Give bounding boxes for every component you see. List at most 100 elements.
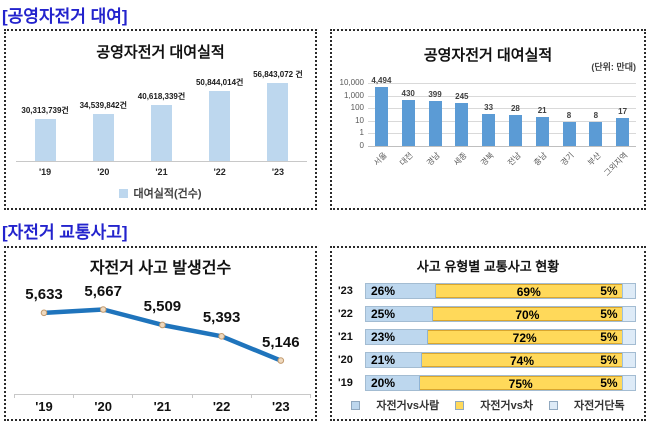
x-axis-tick bbox=[132, 394, 134, 398]
gridline bbox=[368, 83, 636, 84]
rental-trend-plot: 30,313,739건 34,539,842건 40,618,339건 50,844,… bbox=[16, 69, 307, 162]
x-axis-label: '23 bbox=[271, 167, 284, 177]
y-axis-label: 10 bbox=[355, 115, 364, 125]
accident-trend-plot: 5,633 5,667 5,509 5,393 5,146 bbox=[14, 278, 310, 390]
segment-value-label: 70% bbox=[515, 307, 540, 322]
bar-value-label: 56,843,072 건 bbox=[253, 70, 303, 79]
accident-trend-xaxis: '19 '20 '21 '22 '23 bbox=[14, 399, 310, 414]
bar bbox=[401, 100, 415, 146]
bar bbox=[508, 115, 522, 146]
bar bbox=[92, 113, 114, 161]
legend-swatch-icon bbox=[548, 400, 558, 410]
chart-title: 공영자전거 대여실적 bbox=[96, 44, 225, 61]
y-axis-label: 100 bbox=[350, 103, 364, 113]
chart-rental-region-panel: 공영자전거 대여실적 (단위: 만대) 4,494 430 399 245 33 28 21… bbox=[330, 29, 646, 210]
stacked-bar: 26% 69% 5% bbox=[365, 282, 636, 299]
bar-value-label: 34,539,842건 bbox=[79, 100, 127, 110]
x-axis-label: 그외지역 bbox=[602, 150, 630, 178]
bar-value-label: 8 bbox=[566, 111, 572, 121]
bar-value-label: 245 bbox=[455, 92, 469, 102]
bar-value-label: 17 bbox=[618, 106, 628, 116]
chart-title: 사고 유형별 교통사고 현황 bbox=[416, 259, 560, 274]
bar bbox=[589, 122, 603, 146]
segment-value-label: 21% bbox=[371, 352, 396, 367]
point-value-label: 5,509 bbox=[143, 297, 182, 315]
x-axis-label: 충남 bbox=[532, 150, 550, 168]
x-axis-tick bbox=[310, 394, 311, 398]
x-axis-label: '22 bbox=[212, 399, 231, 414]
x-axis-label: 서울 bbox=[371, 150, 389, 168]
bar-value-label: 33 bbox=[484, 103, 494, 113]
y-axis-label: 1 bbox=[359, 128, 364, 138]
bar bbox=[209, 91, 231, 161]
legend-label: 대여실적(건수) bbox=[133, 188, 202, 200]
bar-value-label: 399 bbox=[428, 89, 442, 99]
bar bbox=[562, 122, 576, 146]
row-year-label: '22 bbox=[338, 307, 353, 320]
y-axis-label: 1,000 bbox=[343, 90, 364, 100]
segment-bike-vs-car: 75% bbox=[419, 375, 622, 391]
segment-value-label: 5% bbox=[600, 352, 618, 367]
gridline bbox=[368, 108, 636, 110]
segment-bike-vs-person: 25% bbox=[366, 306, 434, 321]
segment-bike-alone bbox=[621, 375, 635, 390]
legend-swatch-icon bbox=[119, 188, 129, 198]
segment-bike-vs-car: 69% bbox=[435, 283, 622, 299]
bar-value-label: 8 bbox=[593, 111, 599, 121]
bar-value-label: 30,313,739건 bbox=[21, 106, 69, 116]
data-point-marker bbox=[40, 309, 48, 317]
stacked-bar: 25% 70% 5% bbox=[365, 305, 636, 322]
segment-value-label: 20% bbox=[371, 375, 396, 390]
segment-value-label: 75% bbox=[508, 376, 533, 391]
segment-value-label: 72% bbox=[512, 330, 537, 345]
rental-region-plot: 4,494 430 399 245 33 28 21 8 8 17 bbox=[368, 76, 636, 147]
point-value-label: 5,667 bbox=[84, 282, 122, 300]
row-year-label: '20 bbox=[338, 353, 353, 366]
stacked-bar-row: '22 25% 70% 5% bbox=[338, 302, 636, 325]
row-year-label: '21 bbox=[338, 330, 353, 343]
bar bbox=[455, 103, 469, 146]
segment-bike-alone bbox=[621, 329, 635, 344]
segment-value-label: 69% bbox=[516, 284, 541, 299]
segment-bike-vs-person: 26% bbox=[366, 283, 436, 298]
stacked-bar-row: '23 26% 69% 5% bbox=[338, 279, 636, 302]
line-chart-canvas bbox=[40, 306, 285, 364]
legend-label: 자전거vs사람 bbox=[376, 400, 440, 412]
segment-bike-vs-person: 21% bbox=[366, 352, 423, 367]
segment-bike-alone bbox=[621, 283, 635, 298]
data-point-marker bbox=[159, 321, 166, 329]
bar-value-label: 4,494 bbox=[371, 76, 392, 86]
data-point-marker bbox=[99, 306, 107, 313]
chart-accident-trend-panel: 자전거 사고 발생건수 5,633 5,667 5,509 5,393 5,146 '1… bbox=[4, 246, 317, 421]
x-axis-tick bbox=[191, 394, 193, 398]
row-year-label: '19 bbox=[338, 376, 353, 389]
x-axis-label: '22 bbox=[213, 167, 226, 177]
x-axis-tick bbox=[250, 394, 252, 398]
stacked-bar-rows: '23 26% 69% 5% '22 25% 70% 5% '21 23% 72% 5% '20 21% 7… bbox=[338, 279, 636, 394]
bar-value-label: 50,844,014건 bbox=[195, 78, 244, 88]
chart-legend: 자전거vs사람 자전거vs차 자전거단독 bbox=[332, 397, 644, 413]
legend-label: 자전거단독 bbox=[573, 400, 625, 412]
point-value-label: 5,146 bbox=[262, 333, 300, 351]
segment-bike-alone bbox=[621, 352, 635, 367]
bar bbox=[267, 83, 289, 161]
section-title-rental: [공영자전거 대여] bbox=[2, 7, 128, 26]
segment-bike-vs-person: 23% bbox=[366, 329, 428, 344]
x-axis-label: '21 bbox=[155, 167, 168, 177]
x-axis-label: '23 bbox=[272, 399, 290, 414]
segment-value-label: 23% bbox=[371, 329, 396, 344]
x-axis-label: '20 bbox=[97, 167, 110, 177]
bar-value-label: 28 bbox=[510, 104, 520, 114]
x-axis-label: 부산 bbox=[586, 150, 603, 168]
segment-bike-vs-person: 20% bbox=[366, 375, 420, 390]
y-axis-label: 0 bbox=[359, 141, 364, 150]
x-axis-label: 대전 bbox=[398, 150, 416, 168]
bar bbox=[374, 87, 388, 146]
segment-bike-vs-car: 74% bbox=[422, 352, 622, 368]
segment-value-label: 25% bbox=[371, 306, 396, 321]
segment-value-label: 5% bbox=[600, 329, 618, 344]
bar-value-label: 21 bbox=[537, 105, 547, 115]
x-axis-label: '21 bbox=[153, 399, 172, 414]
stacked-bar: 21% 74% 5% bbox=[365, 351, 636, 368]
